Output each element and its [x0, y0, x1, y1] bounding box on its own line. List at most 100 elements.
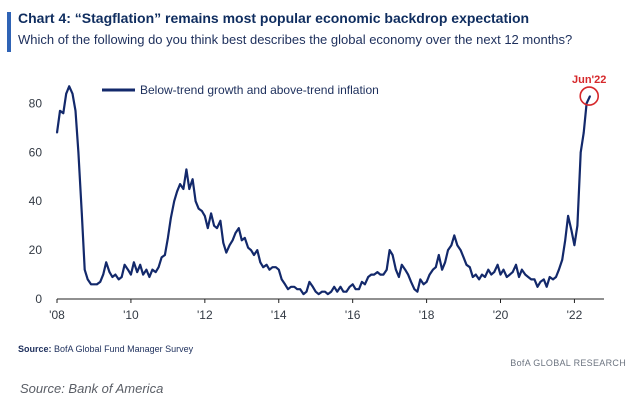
- data-point: [465, 264, 468, 266]
- data-point: [484, 276, 486, 278]
- data-point: [210, 212, 212, 215]
- data-point: [284, 283, 286, 286]
- data-point: [561, 259, 563, 261]
- data-point: [428, 273, 431, 276]
- data-point: [102, 273, 104, 276]
- y-tick-label: 0: [35, 292, 42, 306]
- data-point: [56, 132, 58, 134]
- data-point: [182, 188, 185, 190]
- data-point: [348, 286, 351, 288]
- data-point: [576, 224, 579, 227]
- data-point: [302, 293, 305, 295]
- data-point: [65, 92, 67, 95]
- data-point: [475, 273, 477, 276]
- data-point: [432, 268, 434, 271]
- data-point: [521, 268, 523, 271]
- data-point: [441, 268, 443, 271]
- data-point: [308, 281, 311, 283]
- data-point: [373, 273, 375, 276]
- data-point: [139, 264, 141, 266]
- data-point: [207, 227, 209, 229]
- series-layer: [55, 85, 591, 296]
- data-point: [410, 281, 412, 283]
- data-point: [108, 271, 111, 273]
- data-point: [68, 85, 70, 88]
- data-point: [105, 261, 107, 264]
- data-point: [509, 273, 511, 276]
- data-point: [395, 268, 397, 271]
- data-point: [188, 188, 191, 190]
- data-point: [231, 239, 234, 242]
- data-point: [250, 249, 252, 251]
- data-point: [96, 283, 98, 286]
- data-point: [367, 276, 370, 278]
- data-point: [435, 266, 437, 269]
- data-point: [552, 278, 554, 281]
- data-point: [472, 276, 474, 278]
- data-point: [77, 151, 80, 154]
- x-tick-label: '08: [49, 308, 65, 322]
- data-point: [416, 290, 419, 293]
- data-point: [536, 286, 539, 288]
- data-point: [81, 212, 83, 215]
- data-point: [558, 268, 560, 271]
- annotation-circle: [579, 86, 600, 106]
- image-caption: Source: Bank of America: [20, 381, 164, 396]
- data-point: [86, 278, 89, 281]
- data-point: [296, 288, 299, 291]
- data-point: [123, 264, 126, 266]
- data-point: [179, 183, 181, 185]
- data-point: [201, 210, 203, 212]
- data-point: [253, 254, 255, 256]
- y-axis: 0 20 40 60 80: [29, 96, 43, 306]
- title-accent-bar: [7, 12, 11, 52]
- data-point: [327, 293, 329, 295]
- data-point: [111, 276, 114, 278]
- data-point: [71, 92, 74, 95]
- data-point: [148, 276, 151, 278]
- data-point: [173, 200, 175, 202]
- data-point: [453, 234, 456, 237]
- data-point: [114, 273, 117, 276]
- data-point: [151, 268, 154, 271]
- data-point: [299, 288, 302, 291]
- data-point: [533, 278, 536, 281]
- data-point: [545, 286, 548, 288]
- legend-label: Below-trend growth and above-trend infla…: [140, 83, 379, 97]
- data-point: [413, 288, 416, 291]
- data-point: [361, 281, 363, 283]
- source-text: BofA Global Fund Manager Survey: [54, 344, 194, 354]
- data-point: [234, 232, 237, 234]
- chart-title: Chart 4: “Stagflation” remains most popu…: [18, 10, 530, 26]
- x-axis-ticks: '08 '10 '12 '14 '16 '18 '20 '22: [49, 299, 583, 322]
- data-point: [120, 276, 123, 278]
- data-point: [170, 217, 172, 220]
- data-point: [317, 293, 320, 295]
- data-point: [496, 264, 499, 266]
- x-tick-label: '10: [123, 308, 139, 322]
- data-point: [262, 266, 265, 269]
- source-label: Source:: [18, 344, 52, 354]
- data-point: [127, 268, 129, 271]
- data-point: [502, 268, 505, 271]
- data-point: [256, 249, 259, 251]
- chart-subtitle: Which of the following do you think best…: [18, 32, 573, 47]
- data-point: [99, 281, 101, 283]
- data-point: [275, 266, 277, 269]
- data-point: [548, 276, 551, 278]
- data-point: [459, 249, 462, 251]
- data-point: [222, 242, 225, 244]
- data-point: [305, 290, 308, 293]
- data-point: [447, 249, 449, 251]
- data-point: [330, 290, 333, 293]
- data-point: [515, 264, 517, 266]
- data-point: [358, 288, 360, 291]
- data-point: [493, 271, 496, 273]
- data-point: [216, 227, 218, 229]
- y-tick-label: 60: [29, 145, 43, 159]
- data-point: [213, 224, 215, 227]
- data-point: [379, 273, 382, 276]
- data-point: [511, 271, 514, 273]
- data-point: [342, 290, 345, 293]
- brand-watermark: BofA GLOBAL RESEARCH: [510, 358, 626, 368]
